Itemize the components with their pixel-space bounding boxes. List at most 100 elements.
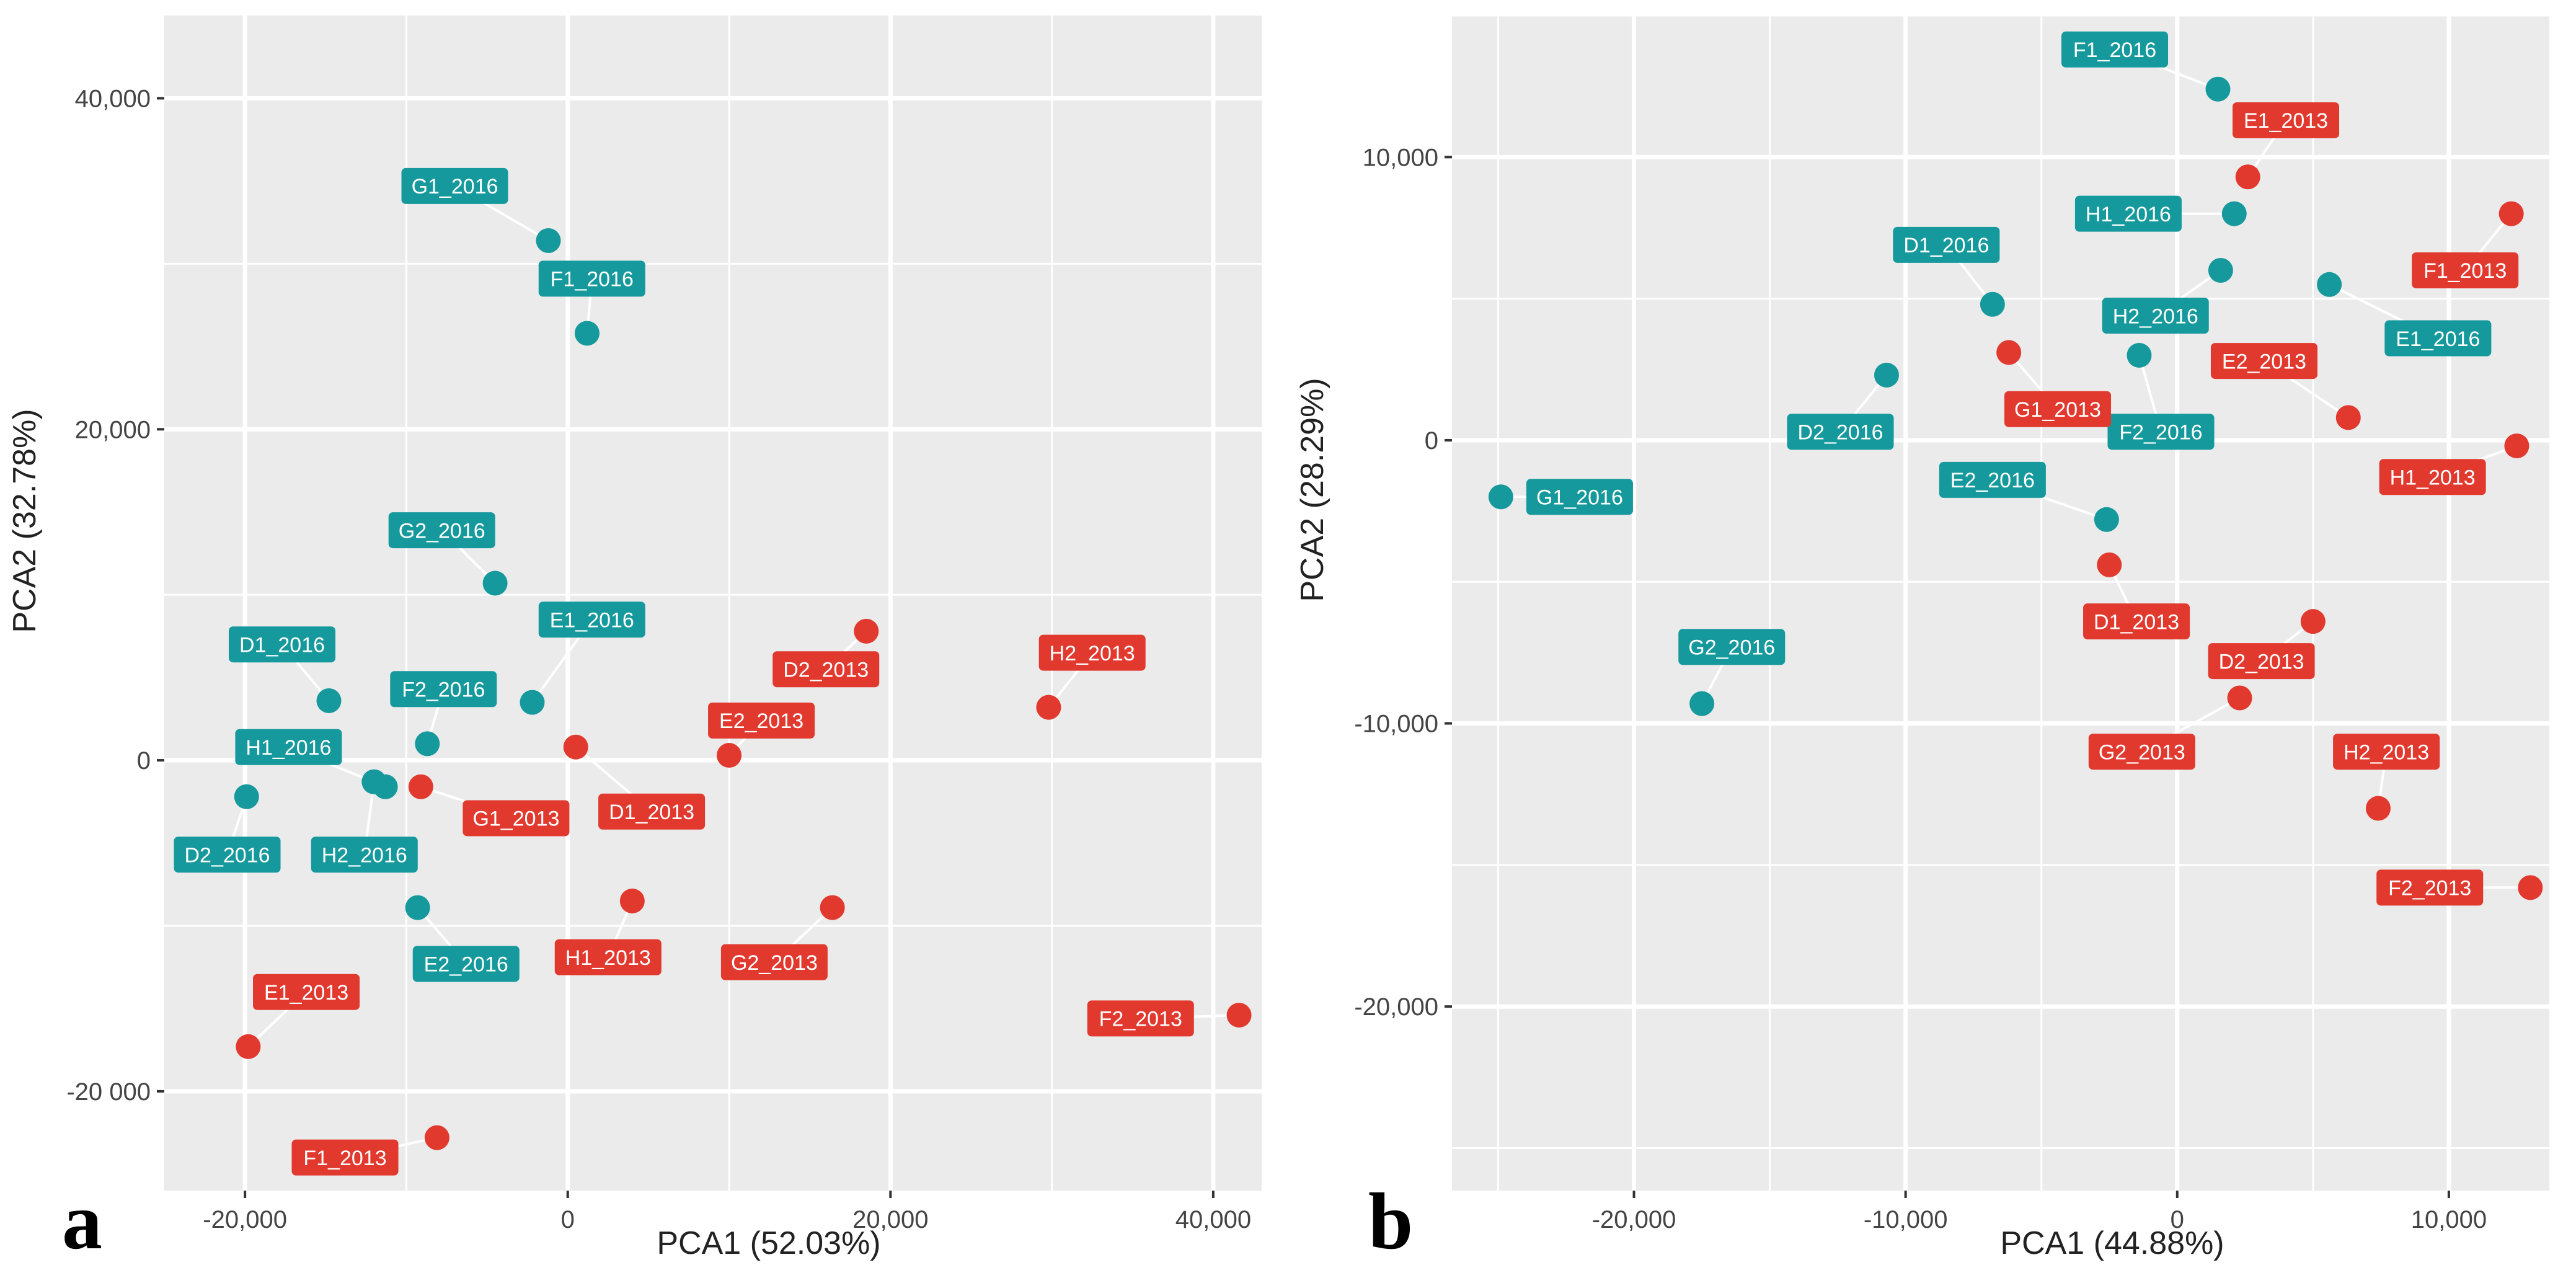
plot-svg-a: -20,000 0 20,000 40,000 -20 000 0 20,000 40,000… [66,16,1262,1233]
data-point-d1-2013 [2097,552,2122,577]
label-e1-2016: E1_2016 [538,602,645,638]
label-text: G2_2016 [1688,636,1775,660]
label-text: F2_2013 [1099,1008,1182,1031]
label-text: H1_2013 [565,946,651,970]
y-tick-label: -10,000 [1354,711,1438,738]
label-text: F2_2016 [2119,420,2202,444]
label-text: E1_2016 [550,608,634,632]
x-axis-label-a: PCA1 (52.03%) [657,1225,881,1261]
label-text: F2_2013 [2388,877,2471,900]
label-box [2379,459,2486,495]
label-box [2102,298,2209,334]
label-f2-2016: F2_2016 [2107,414,2215,450]
data-point-e2-2016 [2094,507,2119,532]
label-text: H2_2013 [2344,740,2429,764]
label-text: F1_2013 [303,1147,386,1170]
data-point-f2-2016 [2127,342,2152,368]
label-box [2233,102,2340,138]
label-text: F2_2016 [402,678,485,702]
label-box [1893,226,2000,263]
label-box [2210,343,2317,380]
data-point-g2-2013 [2227,685,2252,711]
data-point-d2-2013 [2300,609,2326,634]
data-point-f2-2013 [1226,1003,1252,1028]
x-tick-label: 0 [2171,1206,2184,1233]
data-point-f2-2016 [415,731,440,757]
label-box [2074,195,2182,232]
label-box [1787,414,1894,450]
label-box [2376,869,2484,906]
label-box [401,167,508,204]
data-point-f1-2013 [424,1125,449,1150]
data-point-e1-2013 [2235,164,2260,190]
label-box [538,602,645,638]
label-text: H2_2016 [2113,304,2198,328]
label-text: G1_2013 [2014,398,2101,422]
label-f2-2013: F2_2013 [1087,1000,1194,1037]
label-text: G2_2013 [731,951,818,975]
label-box [390,671,497,708]
data-point-g2-2013 [820,895,845,920]
label-h2-2013: H2_2013 [2333,734,2440,770]
label-box [412,946,520,982]
data-point-d1-2016 [1980,291,2005,317]
label-h2-2016: H2_2016 [2102,298,2209,334]
y-tick-label: -20 000 [66,1078,151,1106]
data-point-h2-2016 [361,769,387,794]
label-box [2004,391,2112,427]
data-point-g1-2016 [536,228,561,253]
point-labels-b: F1_2016 H1_2016 E1_2016 H2_2016 D1_2016 F2_20… [1526,31,2519,906]
y-tick-label: 20,000 [75,416,151,443]
label-text: E1_2016 [2396,327,2480,351]
label-e2-2016: E2_2016 [412,946,520,982]
label-text: D2_2013 [2219,650,2304,673]
x-tick-label: 10,000 [2411,1206,2487,1233]
y-tick-label: 0 [137,747,151,775]
label-box [720,944,828,980]
label-h2-2016: H2_2016 [311,837,418,873]
label-e1-2013: E1_2013 [2233,102,2340,138]
label-text: H2_2013 [1050,642,1135,665]
plot-background-b [1452,16,2549,1191]
label-text: D1_2016 [239,633,325,657]
data-point-h2-2013 [2365,796,2391,821]
label-d1-2016: D1_2016 [228,626,336,663]
label-text: G1_2016 [412,175,498,198]
label-h1-2013: H1_2013 [554,939,662,975]
data-point-e1-2016 [2317,272,2342,297]
data-point-h2-2016 [2208,257,2233,283]
x-tick-label: -10,000 [1864,1206,1948,1233]
data-point-g2-2016 [482,570,508,596]
data-point-h2-2013 [1036,695,1061,720]
label-g2-2013: G2_2013 [2088,734,2195,770]
label-box [2107,414,2215,450]
label-box [291,1139,399,1176]
label-text: E1_2013 [2244,109,2328,133]
data-point-e2-2016 [405,895,430,920]
panel-letter-b: b [1368,1177,1414,1266]
data-point-d1-2016 [316,688,342,713]
label-f2-2016: F2_2016 [390,671,497,708]
panel-letter-a: a [62,1177,102,1266]
data-point-g1-2016 [1488,484,1513,510]
plot-svg-b: -20,000 -10,000 0 10,000 -20,000 -10,000 0 10,0… [1354,14,2549,1233]
x-tick-label: -20,000 [1592,1206,1676,1233]
data-point-f2-2013 [2518,875,2543,900]
label-box [1526,479,1633,515]
label-text: D2_2016 [1798,420,1883,444]
label-e2-2013: E2_2013 [2210,343,2317,380]
label-box [388,512,495,549]
label-h1-2016: H1_2016 [235,729,342,765]
label-box [708,703,815,739]
label-g2-2013: G2_2013 [720,944,828,980]
label-box [1678,629,1786,665]
label-box [554,939,662,975]
label-text: D1_2013 [609,801,694,824]
y-tick-label: 0 [1425,427,1438,455]
points-b [1488,76,2543,900]
label-text: E2_2013 [719,709,803,733]
label-g1-2013: G1_2013 [463,800,570,837]
label-d2-2016: D2_2016 [1787,414,1894,450]
label-g2-2016: G2_2016 [388,512,495,549]
label-box [538,260,645,297]
